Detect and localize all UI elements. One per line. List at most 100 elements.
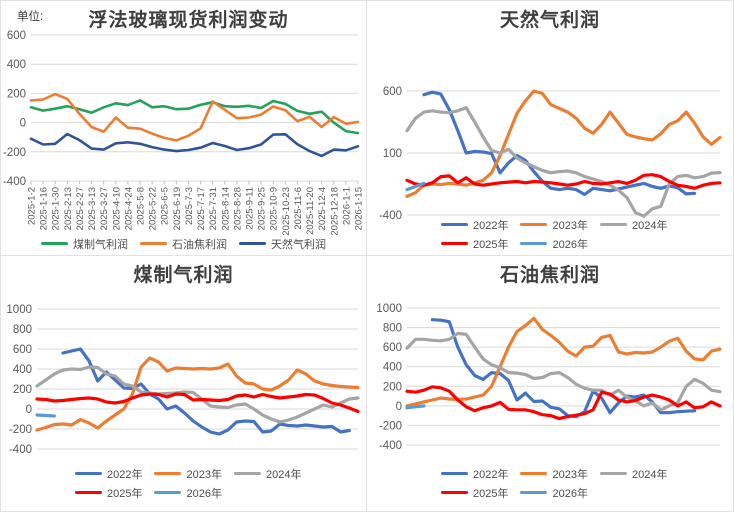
series-line-4	[405, 181, 426, 192]
y-tick-label: 0	[26, 404, 32, 416]
legend-row: 2022年 2023年 2024年	[367, 464, 733, 483]
y-tick-label: 600	[7, 30, 26, 42]
legend-label: 2025年	[473, 487, 509, 500]
legend-item: 2022年	[75, 466, 142, 482]
legend-label: 2024年	[265, 468, 302, 481]
legend-label: 2023年	[552, 219, 588, 232]
y-tick-label: 1000	[376, 303, 402, 315]
y-tick-label: 600	[13, 344, 32, 356]
coal-gas-plot-area: 1000 800 600 400 200 0 -200 -400	[6, 304, 360, 456]
legend-item: 2025年	[75, 485, 142, 501]
y-tick-label: 200	[13, 384, 32, 396]
legend-label: 2022年	[107, 468, 143, 481]
x-tick-label: 2025-12-4	[317, 187, 328, 230]
series-line-4	[35, 413, 56, 418]
float-glass-legend: 煤制气利润 石油焦利润 天然气利润	[1, 234, 366, 253]
legend-swatch	[599, 222, 627, 227]
legend-label: 天然气利润	[271, 238, 326, 251]
panel-natural-gas-profit: 天然气利润 600 100 -400 2022年 2023年 2024年 2025年 202…	[367, 0, 734, 256]
legend-label: 2025年	[107, 487, 143, 500]
legend-item: 2023年	[520, 217, 588, 233]
legend-item: 2026年	[520, 485, 588, 501]
x-tick-label: 2025-9-25	[257, 187, 268, 230]
legend-swatch	[239, 241, 266, 246]
y-tick-label: 400	[13, 364, 32, 376]
series-line-1	[29, 92, 360, 142]
legend-item: 2023年	[520, 466, 588, 482]
legend-item: 石油焦利润	[140, 236, 227, 252]
series-line-2	[405, 106, 722, 218]
series-line-2	[35, 365, 360, 424]
unit-label: 单位:	[17, 11, 44, 23]
x-tick-label: 2025-7-17	[196, 187, 207, 230]
y-tick-label: -400	[379, 210, 402, 222]
legend-item: 2025年	[441, 485, 508, 501]
x-tick-label: 2026-1-15	[354, 187, 365, 230]
legend-row: 2022年 2023年 2024年	[367, 215, 733, 234]
x-tick-label: 2025-6-5	[160, 187, 171, 225]
x-tick-label: 2025-8-14	[220, 187, 231, 230]
series-line-0	[422, 90, 697, 197]
series-line-4	[405, 404, 426, 410]
legend-swatch	[520, 241, 548, 246]
x-tick-label: 2025-8-28	[232, 187, 243, 230]
chart-title-petcoke: 石油焦利润	[499, 265, 600, 286]
y-tick-label: -400	[379, 440, 402, 452]
x-tick-label: 2025-2-27	[75, 187, 86, 230]
legend-swatch	[75, 490, 102, 495]
y-tick-label: 0	[396, 401, 402, 413]
legend-item: 2022年	[441, 466, 508, 482]
legend-item: 天然气利润	[239, 236, 326, 252]
x-tick-label: 2025-10-9	[269, 187, 280, 230]
x-tick-label: 2025-7-31	[208, 187, 219, 230]
series-line-0	[430, 318, 697, 419]
legend-swatch	[441, 471, 468, 476]
legend-row: 煤制气利润 石油焦利润 天然气利润	[41, 234, 326, 253]
x-tick-label: 2025-4-10	[111, 187, 122, 230]
series-line-3	[405, 385, 722, 421]
x-tick-label: 2025-11-6	[293, 187, 304, 230]
legend-label: 煤制气利润	[73, 238, 128, 251]
series-line-3	[35, 392, 360, 414]
series-line-2	[29, 132, 360, 158]
legend-label: 2026年	[552, 238, 588, 251]
x-tick-label: 2025-6-19	[172, 187, 183, 230]
y-tick-label: 600	[383, 86, 402, 98]
legend-swatch	[441, 241, 468, 246]
legend-label: 2024年	[631, 219, 668, 232]
legend-row: 2025年 2026年	[1, 483, 366, 502]
series-line-2	[405, 331, 722, 412]
y-tick-label: -200	[3, 147, 26, 159]
chart-title-coal-gas: 煤制气利润	[133, 265, 234, 286]
legend-swatch	[140, 241, 167, 246]
y-tick-label: -400	[9, 444, 32, 456]
x-tick-label: 2025-4-24	[123, 187, 134, 230]
legend-swatch	[154, 471, 182, 476]
panel-petcoke-profit: 石油焦利润 1000 800 600 400 200 0 -200 -400 2022年 202…	[367, 256, 734, 512]
x-tick-label: 2025-7-3	[184, 187, 195, 225]
coal-gas-legend: 2022年 2023年 2024年 2025年 2026年	[1, 464, 366, 502]
series-line-1	[35, 356, 360, 432]
x-tick-label: 2025-11-20	[305, 187, 316, 235]
legend-row: 2025年 2026年	[367, 483, 733, 502]
natural-gas-legend: 2022年 2023年 2024年 2025年 2026年	[367, 215, 733, 253]
y-tick-label: 0	[20, 118, 26, 130]
panel-float-glass-profit: 单位: 浮法玻璃现货利润变动 600 400 200 0 -200 -400 2025-1-…	[0, 0, 367, 256]
legend-label: 2023年	[186, 468, 222, 481]
legend-item: 2024年	[599, 466, 667, 482]
legend-item: 2023年	[154, 466, 222, 482]
legend-swatch	[520, 471, 548, 476]
y-tick-label: 1000	[6, 304, 32, 316]
legend-label: 2022年	[473, 219, 509, 232]
x-tick-label: 2025-1-30	[51, 187, 62, 230]
x-tick-label: 2025-12-18	[329, 187, 340, 236]
legend-item: 2022年	[441, 217, 508, 233]
y-tick-label: 800	[13, 324, 32, 336]
legend-swatch	[520, 222, 548, 227]
y-tick-label: 400	[383, 362, 402, 374]
legend-item: 2024年	[599, 217, 668, 233]
legend-swatch	[75, 471, 102, 476]
legend-item: 2026年	[154, 485, 222, 501]
legend-item: 煤制气利润	[41, 236, 128, 252]
